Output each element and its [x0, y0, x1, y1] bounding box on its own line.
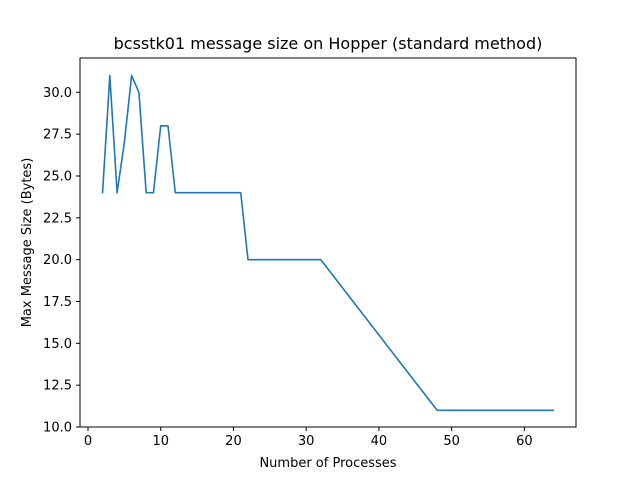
- y-axis-ticks: 10.0 12.5 15.0 17.5 20.0 22.5 25.0 27.5 30.0: [43, 86, 80, 436]
- series-layer: [101, 74, 555, 412]
- x-axis-ticks: 0 10 20 30 40 50 60: [84, 427, 533, 449]
- series-line: [101, 74, 555, 412]
- y-tick-label: 30.0: [43, 86, 72, 101]
- x-tick-label: 0: [84, 434, 92, 449]
- x-tick-label: 10: [152, 434, 169, 449]
- plot-area: [80, 58, 576, 427]
- y-tick-label: 22.5: [43, 211, 72, 226]
- y-tick-label: 20.0: [43, 253, 72, 268]
- x-tick-label: 50: [443, 434, 460, 449]
- y-tick-label: 10.0: [43, 421, 72, 436]
- y-tick-label: 15.0: [43, 337, 72, 352]
- x-axis-label: Number of Processes: [259, 456, 396, 471]
- y-tick-label: 17.5: [43, 295, 72, 310]
- chart-title: bcsstk01 message size on Hopper (standar…: [114, 34, 543, 53]
- y-tick-label: 12.5: [43, 379, 72, 394]
- plot-frame: [79, 57, 577, 428]
- x-tick-label: 60: [516, 434, 533, 449]
- x-tick-label: 40: [371, 434, 388, 449]
- y-axis-label: Max Message Size (Bytes): [20, 158, 35, 328]
- y-tick-label: 25.0: [43, 169, 72, 184]
- x-tick-label: 20: [225, 434, 242, 449]
- x-tick-label: 30: [298, 434, 315, 449]
- y-tick-label: 27.5: [43, 128, 72, 143]
